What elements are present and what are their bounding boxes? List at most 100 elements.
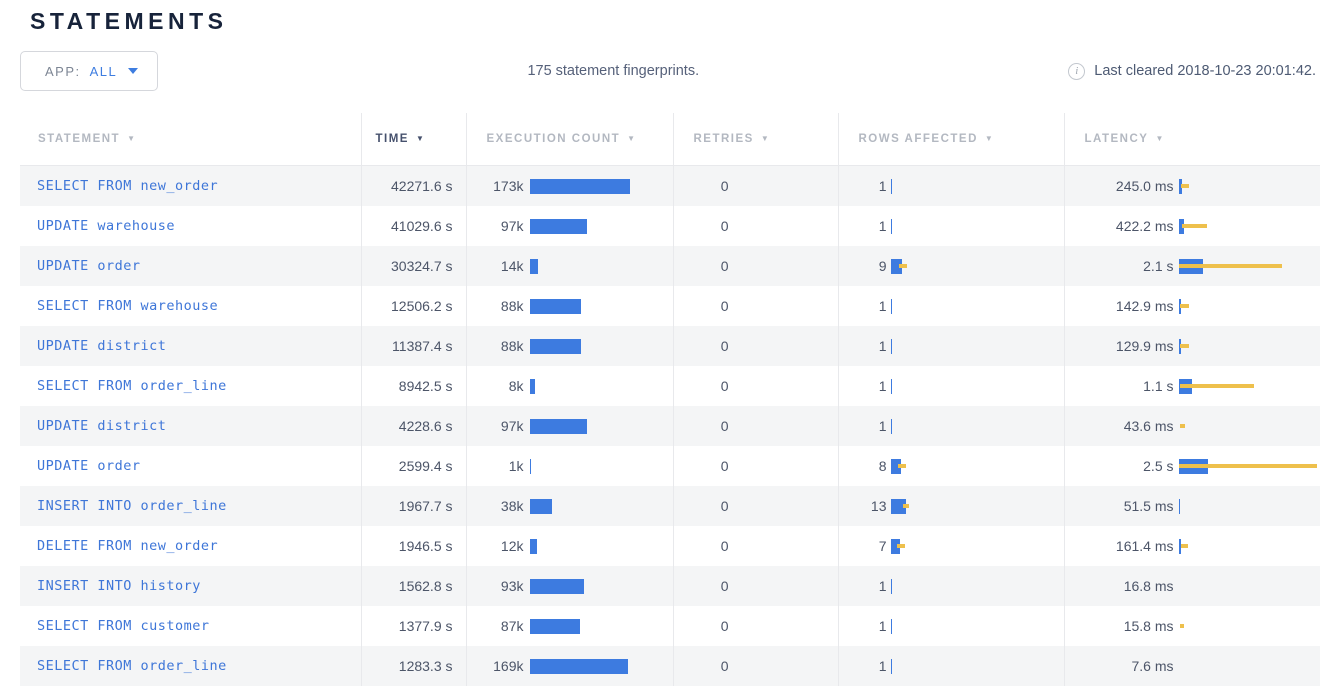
statement-cell: INSERT INTO history [20,566,362,606]
statement-link[interactable]: UPDATE warehouse [37,218,176,234]
column-header-statement[interactable]: STATEMENT ▼ [20,113,362,166]
mean-bar [529,658,628,674]
statement-cell: UPDATE district [20,326,362,366]
rows-affected-cell: 1 [838,606,1065,646]
latency-cell: 16.8 ms [1064,566,1320,606]
bar-chart [890,458,1064,474]
statement-cell: INSERT INTO order_line [20,486,362,526]
retries-cell: 0 [673,286,839,326]
value-label: 1 [878,578,887,594]
mean-bar [890,338,892,354]
rows-affected-cell: 7 [838,526,1065,566]
stddev-bar [896,543,905,548]
column-header-time[interactable]: TIME ▼ [361,113,467,166]
column-header-retries[interactable]: RETRIES ▼ [673,113,839,166]
latency-cell: 2.1 s [1064,246,1320,286]
bar-chart [529,578,673,594]
value-label: 0 [720,258,729,274]
value-label: 0 [720,298,729,314]
last-cleared: i Last cleared 2018-10-23 20:01:42. [1068,62,1316,80]
latency-cell: 51.5 ms [1064,486,1320,526]
value-label: 2.1 s [1143,258,1174,274]
execution-count-cell: 14k [466,246,674,286]
rows-affected-cell: 13 [838,486,1065,526]
statement-link[interactable]: SELECT FROM warehouse [37,298,219,314]
statement-cell: SELECT FROM customer [20,606,362,646]
statement-link[interactable]: SELECT FROM new_order [37,178,219,194]
bar-chart [890,498,1064,514]
execution-count-cell: 1k [466,446,674,486]
value-label: 0 [720,418,729,434]
stddev-bar [1179,303,1189,308]
latency-cell: 1.1 s [1064,366,1320,406]
retries-cell: 0 [673,646,839,686]
statement-cell: UPDATE warehouse [20,206,362,246]
statement-cell: UPDATE district [20,406,362,446]
stddev-bar [897,463,906,468]
value-label: 1.1 s [1143,378,1174,394]
statement-link[interactable]: UPDATE district [37,338,167,354]
value-label: 2.5 s [1143,458,1174,474]
table-row: UPDATE warehouse 41029.6 s 97k 0 1 422.2 ms [20,206,1320,246]
value-label: 1 [878,178,887,194]
time-cell: 4228.6 s [361,406,467,446]
statement-link[interactable]: UPDATE order [37,258,141,274]
value-label: 0 [720,538,729,554]
bar-chart [1178,258,1321,274]
value-label: 97k [500,218,524,234]
mean-bar [890,218,892,234]
bar-chart [890,218,1064,234]
mean-bar [529,178,630,194]
time-cell: 1377.9 s [361,606,467,646]
app-filter-dropdown[interactable]: APP: ALL [20,51,159,91]
time-cell: 12506.2 s [361,286,467,326]
table-row: SELECT FROM warehouse 12506.2 s 88k 0 1 142.9… [20,286,1320,326]
mean-bar [890,618,892,634]
rows-affected-cell: 1 [838,646,1065,686]
stddev-bar [1179,623,1184,628]
bar-chart [1179,659,1321,674]
mean-bar [529,618,580,634]
mean-bar [890,498,906,514]
value-label: 87k [500,618,524,634]
time-cell: 1967.7 s [361,486,467,526]
statement-link[interactable]: SELECT FROM order_line [37,658,227,674]
mean-bar [890,258,902,274]
time-cell: 42271.6 s [361,165,467,206]
latency-cell: 422.2 ms [1064,206,1320,246]
statement-link[interactable]: SELECT FROM order_line [37,378,227,394]
last-cleared-text: Last cleared 2018-10-23 20:01:42. [1094,63,1316,79]
rows-affected-cell: 1 [838,366,1065,406]
statement-link[interactable]: DELETE FROM new_order [37,538,219,554]
value-label: 169k [493,658,524,674]
table-row: UPDATE district 4228.6 s 97k 0 1 43.6 ms [20,406,1320,446]
value-label: 161.4 ms [1115,538,1174,554]
mean-bar [890,178,892,194]
time-cell: 1283.3 s [361,646,467,686]
statement-link[interactable]: UPDATE district [37,418,167,434]
column-header-rows[interactable]: ROWS AFFECTED ▼ [838,113,1065,166]
app-filter-label: APP: [45,63,81,79]
retries-cell: 0 [673,606,839,646]
statement-link[interactable]: UPDATE order [37,458,141,474]
sort-arrow-icon: ▼ [415,134,426,143]
latency-cell: 161.4 ms [1064,526,1320,566]
statement-link[interactable]: INSERT INTO order_line [37,498,227,514]
column-header-latency[interactable]: LATENCY ▼ [1064,113,1320,166]
statements-page: STATEMENTS APP: ALL 175 statement finger… [0,8,1336,700]
retries-cell: 0 [673,165,839,206]
table-row: SELECT FROM new_order 42271.6 s 173k 0 1 245.… [20,165,1320,206]
statement-link[interactable]: SELECT FROM customer [37,618,210,634]
value-label: 1 [878,418,887,434]
value-label: 14k [500,258,524,274]
column-header-count[interactable]: EXECUTION COUNT ▼ [466,113,674,166]
time-cell: 8942.5 s [361,366,467,406]
value-label: 173k [493,178,524,194]
bar-chart [1179,579,1321,594]
time-cell: 1562.8 s [361,566,467,606]
page-title: STATEMENTS [30,8,228,34]
statement-link[interactable]: INSERT INTO history [37,578,201,594]
latency-cell: 129.9 ms [1064,326,1320,366]
info-icon[interactable]: i [1068,62,1086,80]
bar-chart [890,258,1064,274]
